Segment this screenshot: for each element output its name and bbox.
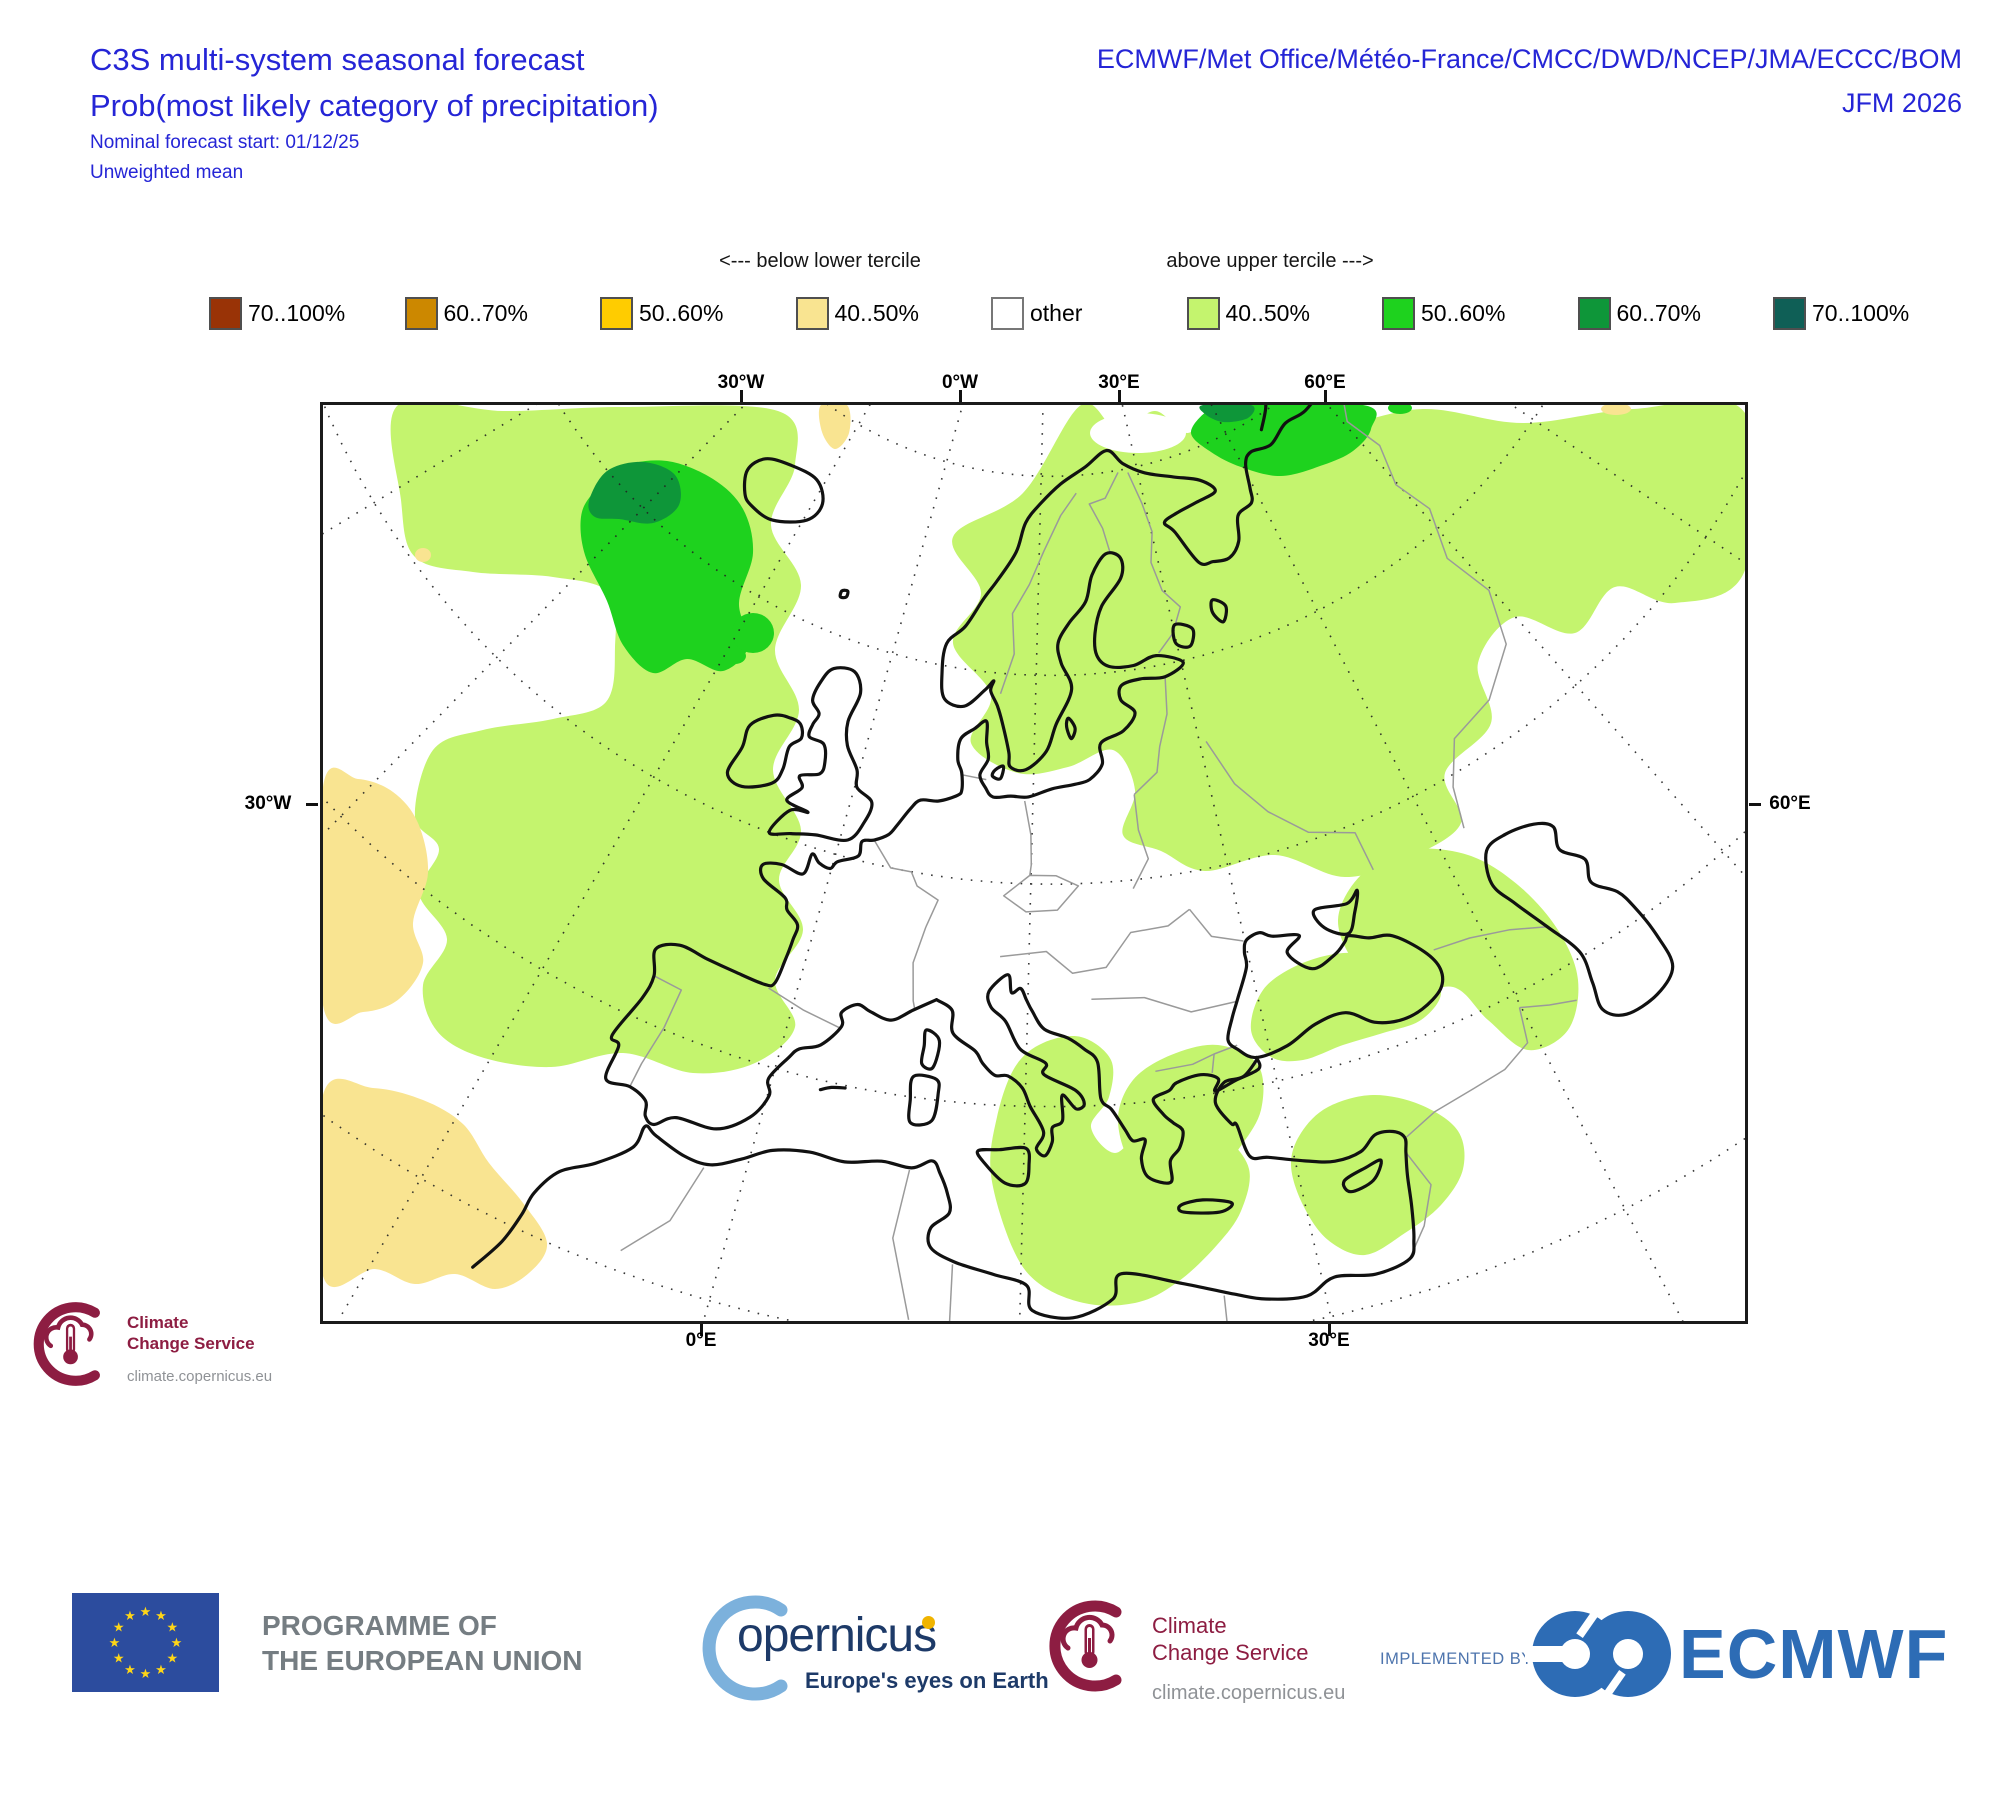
- legend-item-below-60-70-: 60..70%: [404, 297, 601, 330]
- eu-star-icon: ★: [113, 1651, 125, 1666]
- tick-top-60e: [1324, 390, 1327, 402]
- forecast-start-label: Nominal forecast start: 01/12/25: [90, 132, 360, 153]
- eu-star-icon: ★: [124, 1662, 136, 1677]
- legend-swatch: [600, 297, 633, 330]
- probability-legend: 70..100% 60..70% 50..60% 40..50% other 40..50…: [209, 297, 1969, 330]
- legend-swatch: [1773, 297, 1806, 330]
- copernicus-tagline: Europe's eyes on Earth: [805, 1668, 1049, 1693]
- legend-above-tercile-label: above upper tercile --->: [1166, 250, 1374, 272]
- season-label: JFM 2026: [1841, 88, 1962, 118]
- legend-swatch: [404, 297, 438, 330]
- tick-bottom-0e: [700, 1324, 703, 1336]
- legend-item-above-40-50-: 40..50%: [1186, 297, 1383, 330]
- tick-top-0w: [959, 390, 962, 402]
- legend-swatch: [991, 297, 1024, 330]
- legend-item-above-60-70-: 60..70%: [1577, 297, 1774, 330]
- eu-flag-icon: ★ ★★★★★★★★★★★: [72, 1593, 219, 1692]
- c3s-url: climate.copernicus.eu: [1152, 1682, 1346, 1704]
- axis-label-left-30w: 30°W: [244, 793, 292, 814]
- axis-label-top-60e: 60°E: [1304, 372, 1346, 393]
- legend-swatch: [1382, 297, 1415, 330]
- legend-label: 40..50%: [834, 300, 919, 326]
- legend-label: 60..70%: [443, 300, 528, 326]
- eu-star-icon: ★: [155, 1662, 167, 1677]
- eu-star-icon: ★: [124, 1608, 136, 1623]
- legend-item-below-70-100-: 70..100%: [209, 297, 405, 330]
- legend-swatch: [1577, 297, 1611, 330]
- c3s-name-line2: Change Service: [127, 1334, 255, 1353]
- c3s-name-line1: Climate: [127, 1313, 189, 1332]
- legend-swatch: [1186, 297, 1220, 330]
- eu-star-icon: ★: [113, 1620, 125, 1635]
- europe-precipitation-map: [323, 405, 1745, 1321]
- legend-label: 70..100%: [1812, 300, 1910, 326]
- c3s-name-line1: Climate: [1152, 1613, 1227, 1638]
- eu-programme-line1: PROGRAMME OF: [262, 1610, 497, 1641]
- tick-right-60e: [1749, 803, 1761, 806]
- tick-left-30w: [306, 803, 318, 806]
- mean-type-label: Unweighted mean: [90, 162, 244, 183]
- tick-top-30e: [1118, 390, 1121, 402]
- axis-label-top-0w: 0°W: [941, 372, 979, 393]
- ecmwf-emblem-icon: [1525, 1611, 1671, 1697]
- climate-change-service-icon: [1049, 1600, 1122, 1692]
- map-layers: [323, 405, 1745, 1321]
- ecmwf-wordmark: ECMWF: [1679, 1615, 1949, 1693]
- axis-label-top-30e: 30°E: [1098, 372, 1140, 393]
- c3s-name-line2: Change Service: [1152, 1640, 1309, 1665]
- legend-label: 60..70%: [1616, 300, 1701, 326]
- eu-star-icon: ★: [140, 1604, 152, 1619]
- eu-star-icon: ★: [109, 1635, 121, 1650]
- axis-label-right-60e: 60°E: [1769, 793, 1811, 814]
- copernicus-logo: opernicus Europe's eyes on Earth: [693, 1586, 1163, 1716]
- coastlines: [471, 405, 1675, 1320]
- page-title: C3S multi-system seasonal forecast: [90, 42, 585, 77]
- legend-item-above-70-100-: 70..100%: [1773, 297, 1969, 330]
- tick-top-30w: [740, 390, 743, 402]
- legend-item-below-50-60-: 50..60%: [600, 297, 796, 330]
- copernicus-satellite-dot-icon: [922, 1616, 935, 1629]
- eu-programme-label: PROGRAMME OF THE EUROPEAN UNION: [262, 1608, 582, 1678]
- eu-star-icon: ★: [140, 1666, 152, 1681]
- climate-change-service-icon: [33, 1302, 100, 1386]
- axis-label-top-30w: 30°W: [717, 372, 765, 393]
- legend-swatch: [795, 297, 829, 330]
- europe-map-frame: [320, 402, 1748, 1324]
- implemented-by-label: IMPLEMENTED BY: [1380, 1650, 1533, 1668]
- c3s-map-logo: Climate Change Service climate.copernicu…: [25, 1298, 272, 1390]
- eu-star-icon: ★: [171, 1635, 183, 1650]
- eu-star-icon: ★: [155, 1608, 167, 1623]
- axis-label-bottom-30e: 30°E: [1308, 1330, 1350, 1351]
- c3s-url: climate.copernicus.eu: [127, 1368, 273, 1385]
- legend-label: 40..50%: [1225, 300, 1310, 326]
- legend-item-neutral-other: other: [991, 297, 1187, 330]
- eu-star-icon: ★: [166, 1651, 178, 1666]
- tick-bottom-30e: [1328, 1324, 1331, 1336]
- legend-label: 50..60%: [639, 300, 724, 326]
- legend-label: 70..100%: [248, 300, 346, 326]
- variable-title: Prob(most likely category of precipitati…: [90, 88, 659, 123]
- eu-star-icon: ★: [166, 1620, 178, 1635]
- axis-label-bottom-0e: 0°E: [685, 1330, 717, 1351]
- legend-swatch: [209, 297, 242, 330]
- legend-label: 50..60%: [1421, 300, 1506, 326]
- ecmwf-logo: ECMWF: [1525, 1598, 1948, 1710]
- legend-label: other: [1030, 300, 1083, 326]
- copernicus-crescent-icon: [702, 1595, 788, 1701]
- legend-item-above-50-60-: 50..60%: [1382, 297, 1578, 330]
- eu-programme-line2: THE EUROPEAN UNION: [262, 1645, 583, 1676]
- copernicus-wordmark: opernicus: [737, 1609, 937, 1662]
- legend-below-tercile-label: <--- below lower tercile: [719, 250, 921, 272]
- c3s-footer-logo: Climate Change Service climate.copernicu…: [1040, 1596, 1345, 1705]
- legend-item-below-40-50-: 40..50%: [795, 297, 992, 330]
- forecast-centers-label: ECMWF/Met Office/Météo-France/CMCC/DWD/N…: [1096, 44, 1962, 74]
